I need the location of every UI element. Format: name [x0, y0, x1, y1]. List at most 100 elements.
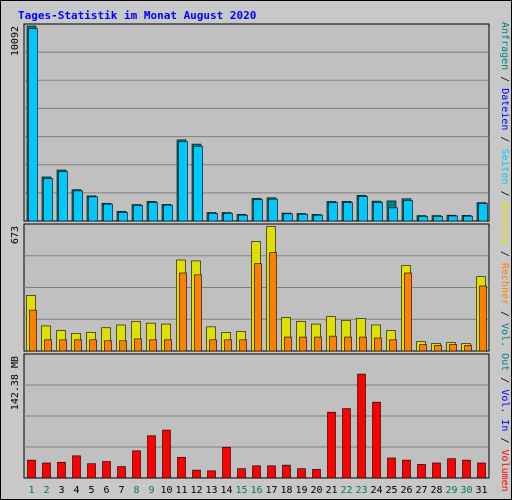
bar-seiten-22 — [343, 202, 353, 222]
y-max-label: 142.38 MB — [10, 356, 21, 410]
legend-entry: Anfragen — [499, 22, 510, 70]
bar-rechner-14 — [224, 339, 232, 352]
bar-volumen-12 — [192, 469, 201, 479]
y-max-label: 10092 — [10, 26, 21, 56]
bar-rechner-28 — [434, 345, 442, 352]
bar-seiten-24 — [373, 202, 383, 222]
bar-volumen-10 — [162, 429, 171, 479]
legend-entry: / — [499, 130, 510, 148]
bar-seiten-13 — [208, 213, 218, 222]
x-tick-label: 9 — [148, 485, 154, 496]
x-tick-label: 3 — [58, 485, 64, 496]
bar-seiten-10 — [163, 204, 173, 222]
bar-rechner-11 — [179, 272, 187, 352]
legend-entry: / — [499, 431, 510, 449]
legend-entry: Volumen — [499, 450, 510, 492]
bar-rechner-20 — [314, 336, 322, 352]
bar-volumen-2 — [42, 462, 51, 479]
legend-entry: Besuche — [499, 203, 510, 245]
bar-volumen-29 — [447, 458, 456, 479]
panel-middle: 673 — [10, 223, 490, 352]
bar-rechner-24 — [374, 337, 382, 352]
x-tick-label: 31 — [475, 485, 487, 496]
bar-rechner-9 — [149, 339, 157, 352]
x-tick-label: 7 — [118, 485, 124, 496]
bar-rechner-17 — [269, 252, 277, 352]
right-legend-text: Anfragen / Dateien / Seiten / Besuche / … — [499, 22, 510, 492]
bar-volumen-30 — [462, 459, 471, 479]
legend-entry: Vol. In — [499, 389, 510, 431]
bar-volumen-14 — [222, 446, 231, 479]
bar-volumen-27 — [417, 464, 426, 479]
bar-seiten-31 — [478, 203, 488, 222]
bar-rechner-27 — [419, 344, 427, 352]
panel-top-plot-area — [23, 23, 490, 222]
x-tick-label: 24 — [370, 485, 382, 496]
bar-seiten-27 — [418, 216, 428, 222]
bar-seiten-16 — [253, 199, 263, 222]
bar-volumen-22 — [342, 408, 351, 479]
bar-volumen-4 — [72, 455, 81, 479]
bar-rechner-12 — [194, 274, 202, 352]
bar-rechner-1 — [29, 309, 37, 352]
bar-rechner-30 — [464, 345, 472, 352]
bar-rechner-4 — [74, 339, 82, 352]
x-tick-label: 1 — [28, 485, 34, 496]
legend-entry: Dateien — [499, 88, 510, 130]
x-tick-label: 10 — [160, 485, 172, 496]
x-tick-label: 2 — [43, 485, 49, 496]
bar-seiten-8 — [133, 205, 143, 222]
bar-rechner-16 — [254, 263, 262, 352]
x-tick-label: 4 — [73, 485, 79, 496]
bar-volumen-11 — [177, 456, 186, 479]
bar-volumen-25 — [387, 457, 396, 479]
bar-seiten-21 — [328, 202, 338, 222]
x-tick-label: 29 — [445, 485, 457, 496]
bar-seiten-15 — [238, 214, 248, 222]
x-tick-label: 19 — [295, 485, 307, 496]
bar-seiten-29 — [448, 215, 458, 222]
bar-volumen-19 — [297, 468, 306, 479]
bar-seiten-25 — [388, 207, 398, 222]
bar-volumen-28 — [432, 462, 441, 479]
x-tick-label: 23 — [355, 485, 367, 496]
x-tick-label: 26 — [400, 485, 412, 496]
x-tick-label: 5 — [88, 485, 94, 496]
x-tick-label: 15 — [235, 485, 247, 496]
bar-volumen-21 — [327, 411, 336, 479]
panel-top: 10092 — [10, 23, 490, 222]
bar-seiten-2 — [43, 178, 53, 222]
bar-rechner-21 — [329, 335, 337, 352]
bar-rechner-2 — [44, 339, 52, 352]
bar-rechner-26 — [404, 272, 412, 352]
bar-seiten-9 — [148, 202, 158, 222]
bar-rechner-25 — [389, 339, 397, 352]
chart-title: Tages-Statistik im Monat August 2020 — [18, 9, 256, 22]
bar-rechner-29 — [449, 344, 457, 352]
panel-bottom: 142.38 MB — [10, 353, 490, 479]
bar-rechner-23 — [359, 336, 367, 352]
bar-volumen-24 — [372, 401, 381, 479]
x-tick-label: 28 — [430, 485, 442, 496]
bar-seiten-7 — [118, 212, 128, 222]
bar-volumen-7 — [117, 466, 126, 479]
bar-seiten-4 — [73, 190, 83, 222]
bar-rechner-15 — [239, 339, 247, 352]
legend-entry: Vol. Out — [499, 323, 510, 371]
x-tick-label: 21 — [325, 485, 337, 496]
bar-volumen-31 — [477, 462, 486, 479]
bar-volumen-1 — [27, 459, 36, 479]
x-tick-labels: 1 2 3 4 5 6 7 8 9 10 11 12 13 14 15 16 17 18 19 20 21 22 23 24 2… — [28, 485, 487, 496]
bar-rechner-6 — [104, 340, 112, 352]
bar-rechner-10 — [164, 339, 172, 352]
x-tick-label: 22 — [340, 485, 352, 496]
bar-volumen-16 — [252, 465, 261, 479]
x-tick-label: 8 — [133, 485, 139, 496]
legend-entry: / — [499, 70, 510, 88]
x-tick-label: 20 — [310, 485, 322, 496]
x-tick-label: 25 — [385, 485, 397, 496]
x-tick-label: 16 — [250, 485, 262, 496]
bar-seiten-17 — [268, 198, 278, 222]
